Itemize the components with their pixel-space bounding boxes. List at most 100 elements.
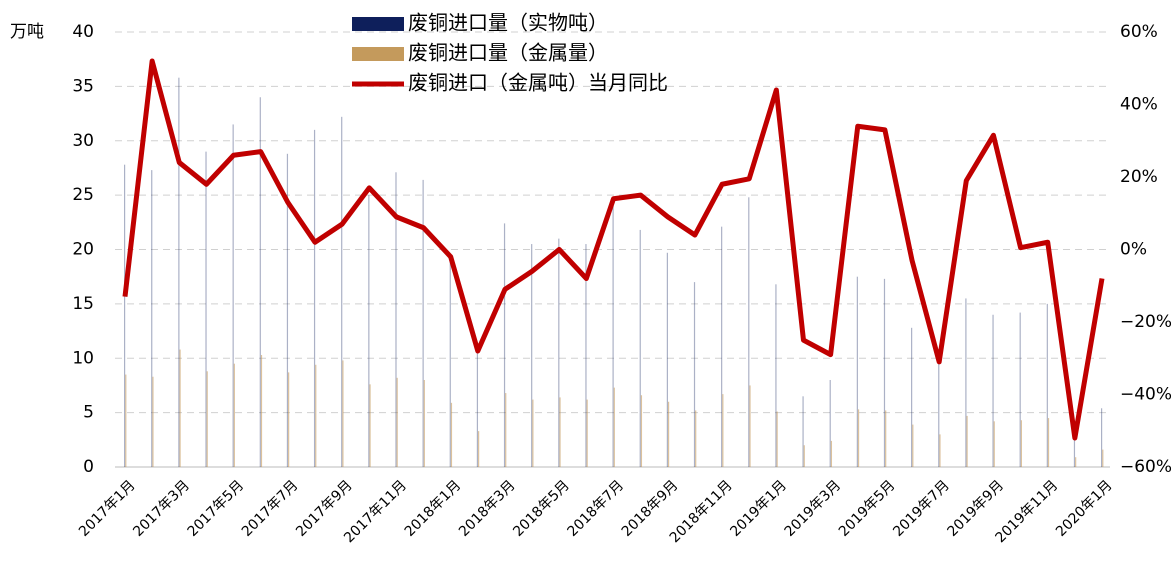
bar (423, 380, 425, 467)
bar (449, 254, 451, 467)
bar (1073, 434, 1076, 467)
y-tick-label: 30 (72, 131, 94, 151)
bar (152, 376, 154, 467)
x-tick-label: 2020年1月 (1053, 477, 1116, 540)
bar (993, 421, 995, 467)
bar (912, 424, 914, 467)
bar (640, 395, 643, 467)
y-tick-label: 40 (72, 22, 94, 42)
legend-label: 废铜进口量（实物吨） (408, 11, 608, 35)
bar (315, 364, 317, 467)
bar (829, 380, 831, 467)
bar (1019, 312, 1021, 467)
y-tick-label: 0 (83, 457, 94, 477)
bar (476, 347, 479, 467)
bar (639, 229, 641, 467)
bar (802, 396, 804, 467)
bar (857, 409, 860, 467)
y-tick-label: 10 (72, 348, 94, 368)
bar (341, 116, 343, 467)
y2-tick-label: 0% (1120, 240, 1147, 260)
legend-swatch (352, 47, 404, 61)
x-tick-label: 2018年7月 (565, 477, 628, 540)
bar (125, 374, 127, 467)
bar (368, 195, 370, 467)
y-tick-label: 15 (72, 294, 94, 314)
bar (722, 394, 724, 467)
x-tick-label: 2019年3月 (782, 477, 845, 540)
x-tick-label: 2017年5月 (185, 477, 248, 540)
bar (883, 278, 886, 467)
bar (124, 164, 126, 468)
bar (856, 276, 858, 467)
bar (586, 399, 588, 467)
bar (613, 387, 615, 467)
bar (1047, 418, 1050, 467)
bar (286, 153, 289, 468)
legend-item: 废铜进口（金属吨）当月同比 (352, 71, 668, 95)
x-tick-label: 2018年5月 (510, 477, 573, 540)
y2-tick-label: 60% (1120, 22, 1158, 42)
bar (313, 129, 316, 467)
bar (830, 440, 833, 467)
bar (531, 244, 533, 467)
bar (721, 226, 723, 467)
x-tick-label: 2017年7月 (239, 477, 302, 540)
bar (1075, 457, 1077, 467)
bar (911, 327, 913, 467)
bar (396, 377, 398, 467)
bar (667, 401, 670, 467)
bar (776, 411, 778, 467)
bar (992, 314, 994, 467)
legend-item: 废铜进口量（实物吨） (352, 11, 608, 35)
bar (939, 434, 941, 467)
bar (179, 349, 181, 467)
bar (422, 179, 424, 467)
x-tick-label: 2017年3月 (130, 477, 193, 540)
legend-item: 废铜进口量（金属量） (352, 41, 608, 65)
x-tick-label: 2019年5月 (836, 477, 899, 540)
bar (1102, 449, 1104, 467)
bar (749, 385, 751, 467)
bar (803, 445, 805, 467)
bar (369, 384, 371, 467)
bar (503, 223, 506, 467)
y-tick-label: 20 (72, 240, 94, 260)
x-tick-label: 2018年3月 (456, 477, 519, 540)
bar (259, 97, 261, 467)
y2-tick-label: 40% (1120, 95, 1158, 115)
bar (288, 372, 290, 467)
bar (205, 151, 207, 467)
line (122, 58, 1105, 441)
legend-label: 废铜进口量（金属量） (408, 41, 608, 65)
bar (151, 170, 153, 468)
bar (612, 206, 614, 467)
bar (1020, 420, 1022, 467)
y-tick-label: 35 (72, 76, 94, 96)
bar (965, 298, 967, 467)
bar (450, 402, 453, 467)
y2-tick-label: −40% (1120, 385, 1171, 405)
bar (558, 238, 560, 467)
bar (666, 252, 668, 467)
bar (1101, 408, 1103, 467)
bar (966, 415, 968, 467)
bar (233, 363, 235, 467)
legend-swatch (352, 17, 404, 31)
y2-tick-label: −60% (1120, 457, 1171, 477)
bar (938, 358, 940, 467)
bar (505, 393, 507, 467)
x-tick-label: 2019年1月 (727, 477, 790, 540)
bar (342, 360, 344, 467)
bar (395, 172, 397, 467)
bar (775, 284, 777, 467)
y2-tick-label: 20% (1120, 167, 1158, 187)
y-tick-label: 25 (72, 185, 94, 205)
bar (693, 282, 696, 467)
bar (1046, 303, 1048, 467)
x-tick-label: 2017年1月 (76, 477, 139, 540)
y-axis-label: 万吨 (10, 22, 44, 42)
bar (748, 197, 750, 468)
bar (206, 371, 208, 467)
